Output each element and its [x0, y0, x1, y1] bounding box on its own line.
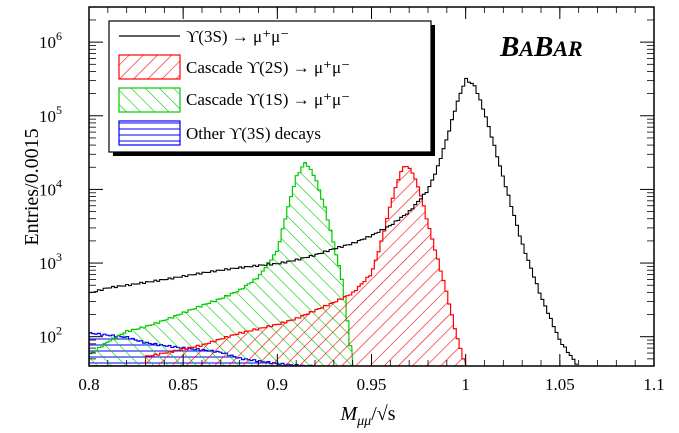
legend-swatch-series-2 — [118, 87, 181, 113]
y-tick-label: 106 — [39, 29, 62, 52]
legend: ϒ(3S) → μ⁺μ⁻ Cascade ϒ(2S) → μ⁺μ⁻ Cascad… — [108, 20, 435, 156]
legend-swatch-series-3 — [118, 120, 181, 146]
legend-swatch-series-1 — [118, 54, 181, 80]
y-tick-label: 102 — [39, 324, 62, 347]
legend-label-series-3: Other ϒ(3S) decays — [186, 124, 321, 143]
x-tick-label: 1.1 — [643, 375, 664, 394]
legend-label-series-2: Cascade ϒ(1S) → μ⁺μ⁻ — [186, 90, 350, 109]
x-tick-label: 0.85 — [168, 375, 198, 394]
x-tick-label: 0.95 — [357, 375, 387, 394]
histogram-series-0 — [89, 77, 578, 365]
histogram-series-2 — [89, 162, 354, 366]
legend-label-series-0: ϒ(3S) → μ⁺μ⁻ — [186, 27, 289, 46]
y-tick-label: 103 — [39, 250, 62, 273]
y-tick-label: 105 — [39, 103, 62, 126]
series-layer — [89, 77, 578, 366]
babar-logo-text: BABAR — [499, 31, 583, 63]
y-tick-label: 104 — [39, 176, 62, 199]
histogram-series-1 — [144, 165, 467, 366]
x-axis-title: Mμμ/√s — [339, 403, 395, 429]
x-tick-label: 1 — [461, 375, 470, 394]
x-tick-label: 0.8 — [78, 375, 99, 394]
ticks-layer: 0.8 0.85 0.9 0.95 1 1.05 1.1 102 103 104 105 106 — [39, 6, 665, 394]
x-tick-label: 1.05 — [545, 375, 575, 394]
x-axis-title-text: Mμμ/√s — [339, 403, 395, 429]
y-axis-title: Entries/0.0015 — [21, 128, 43, 245]
x-tick-label: 0.9 — [267, 375, 288, 394]
legend-label-series-1: Cascade ϒ(2S) → μ⁺μ⁻ — [186, 58, 350, 77]
